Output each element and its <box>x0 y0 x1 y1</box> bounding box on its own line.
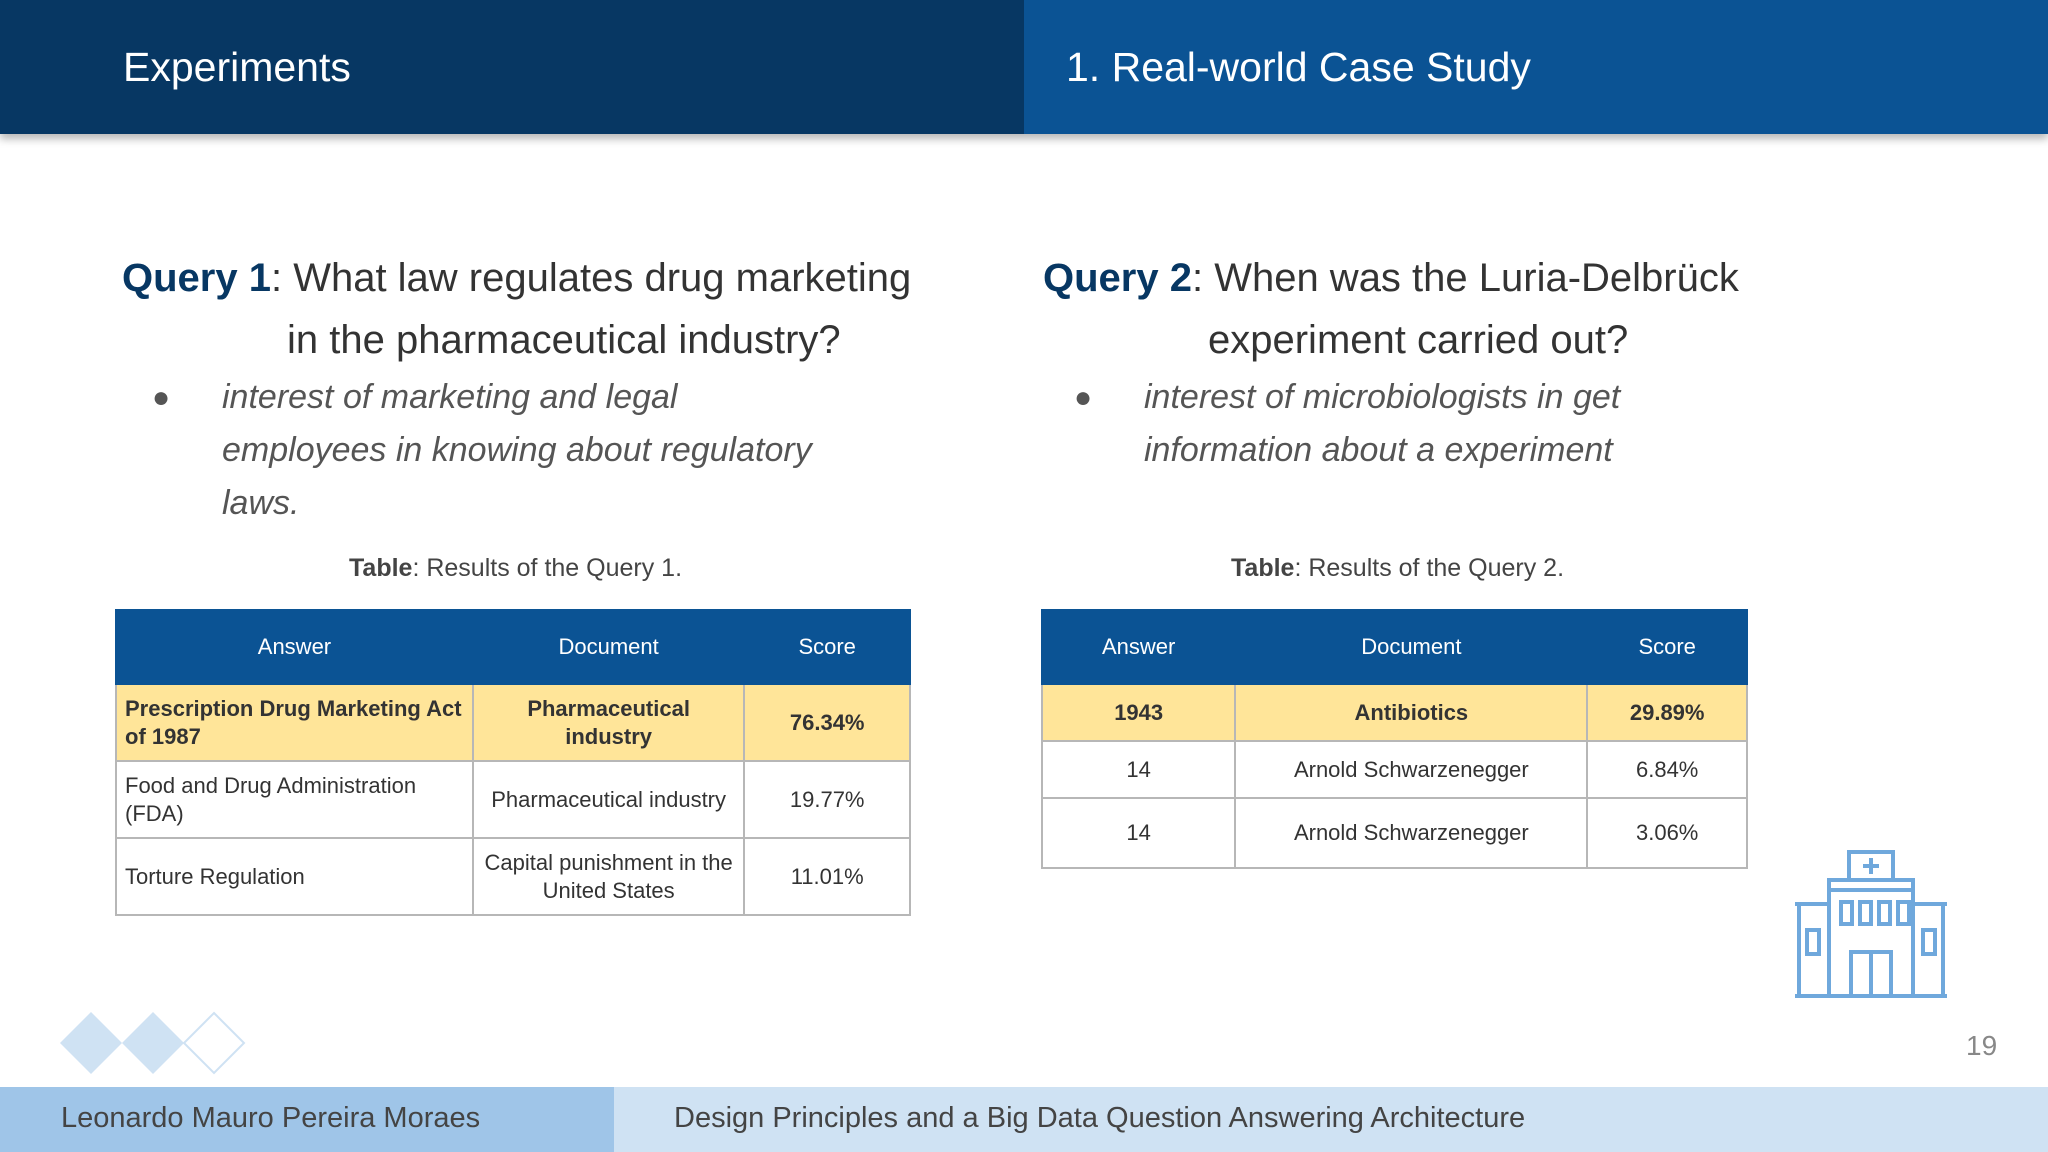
query1-results-table: Answer Document Score Prescription Drug … <box>115 609 911 916</box>
query2-bullet-text: interest of microbiologists in get infor… <box>1144 378 1621 469</box>
column-header-document: Document <box>1234 609 1589 685</box>
answer-cell: 1943 <box>1040 683 1237 742</box>
slide-header: Experiments 1. Real-world Case Study <box>0 0 2048 134</box>
table-row: 14 Arnold Schwarzenegger 6.84% <box>1040 740 1748 799</box>
query2-question-line2: experiment carried out? <box>1208 318 1629 362</box>
query2-caption-text: : Results of the Query 2. <box>1294 554 1565 582</box>
query1-bullet: ● interest of marketing and legal employ… <box>152 371 852 522</box>
subsection-title: 1. Real-world Case Study <box>1066 44 1531 90</box>
query2-caption-label: Table <box>1231 554 1295 582</box>
table-row: Food and Drug Administration (FDA) Pharm… <box>115 760 911 839</box>
header-right-panel: 1. Real-world Case Study <box>1024 0 2048 134</box>
footer-left-panel: Leonardo Mauro Pereira Moraes <box>0 1087 614 1152</box>
column-header-answer: Answer <box>115 609 474 685</box>
query1-caption-text: : Results of the Query 1. <box>412 554 683 582</box>
document-cell: Arnold Schwarzenegger <box>1234 797 1589 869</box>
column-header-score: Score <box>743 609 911 685</box>
table-row: Prescription Drug Marketing Act of 1987 … <box>115 683 911 762</box>
table-header-row: Answer Document Score <box>1040 609 1748 685</box>
query1-question-line2: in the pharmaceutical industry? <box>287 318 841 362</box>
table-row: 14 Arnold Schwarzenegger 3.06% <box>1040 797 1748 869</box>
score-cell: 11.01% <box>743 837 911 916</box>
query1-table-caption: Table: Results of the Query 1. <box>349 554 682 583</box>
diamond-shape <box>122 1012 184 1074</box>
diamond-shape <box>60 1012 122 1074</box>
query1-question-line1: : What law regulates drug marketing <box>270 256 912 300</box>
bullet-dot-icon: ● <box>152 381 171 414</box>
query2-label: Query 2 <box>1043 256 1192 300</box>
document-cell: Antibiotics <box>1234 683 1589 742</box>
score-cell: 29.89% <box>1586 683 1748 742</box>
footer-title: Design Principles and a Big Data Questio… <box>674 1102 1526 1134</box>
bullet-dot-icon: ● <box>1074 381 1093 414</box>
section-title: Experiments <box>123 44 351 90</box>
query1-caption-label: Table <box>349 554 413 582</box>
query2-bullet: ● interest of microbiologists in get inf… <box>1074 371 1774 481</box>
document-cell: Pharmaceutical industry <box>471 683 746 762</box>
answer-cell: Prescription Drug Marketing Act of 1987 <box>115 683 474 762</box>
column-header-answer: Answer <box>1040 609 1237 685</box>
table-header-row: Answer Document Score <box>115 609 911 685</box>
query1-label: Query 1 <box>122 256 271 300</box>
score-cell: 3.06% <box>1586 797 1748 869</box>
query2-question-line1: : When was the Luria-Delbrück <box>1191 256 1739 300</box>
document-cell: Capital punishment in the United States <box>471 837 746 916</box>
diamond-outline-shape <box>182 1011 246 1075</box>
document-cell: Pharmaceutical industry <box>471 760 746 839</box>
column-header-document: Document <box>471 609 746 685</box>
score-cell: 6.84% <box>1586 740 1748 799</box>
table-row: 1943 Antibiotics 29.89% <box>1040 683 1748 742</box>
query2-results-table: Answer Document Score 1943 Antibiotics 2… <box>1040 609 1748 869</box>
hospital-icon <box>1795 850 1947 998</box>
answer-cell: Torture Regulation <box>115 837 474 916</box>
header-left-panel: Experiments <box>0 0 1024 134</box>
query2-table-caption: Table: Results of the Query 2. <box>1231 554 1564 583</box>
query1-title: Query 1: What law regulates drug marketi… <box>122 247 972 371</box>
score-cell: 76.34% <box>743 683 911 762</box>
footer-right-panel: Design Principles and a Big Data Questio… <box>614 1087 2048 1152</box>
page-number: 19 <box>1966 1030 1998 1061</box>
score-cell: 19.77% <box>743 760 911 839</box>
answer-cell: 14 <box>1040 797 1237 869</box>
query2-title: Query 2: When was the Luria-Delbrück exp… <box>1043 247 1893 371</box>
answer-cell: 14 <box>1040 740 1237 799</box>
answer-cell: Food and Drug Administration (FDA) <box>115 760 474 839</box>
query1-bullet-text: interest of marketing and legal employee… <box>222 378 812 522</box>
document-cell: Arnold Schwarzenegger <box>1234 740 1589 799</box>
column-header-score: Score <box>1586 609 1748 685</box>
decorative-diamonds <box>60 1011 246 1075</box>
footer-author: Leonardo Mauro Pereira Moraes <box>61 1102 481 1134</box>
table-row: Torture Regulation Capital punishment in… <box>115 837 911 916</box>
